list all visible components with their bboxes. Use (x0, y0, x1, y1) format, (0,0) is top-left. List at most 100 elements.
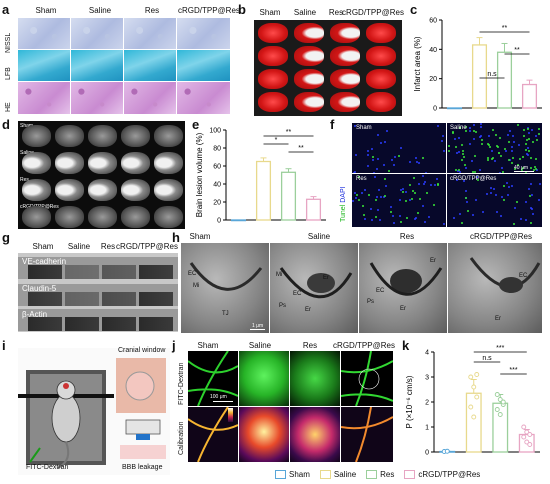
ttc-slice (294, 46, 324, 66)
dapi-dot (405, 191, 408, 194)
panel-j-vessels-fitc-sham (188, 351, 238, 406)
data-point (474, 372, 480, 377)
tunel-dot (437, 184, 440, 187)
ttc-slice (258, 23, 288, 43)
tunel-dot (496, 146, 499, 149)
dapi-dot (399, 147, 402, 150)
tunel-dot (375, 198, 378, 201)
data-point (521, 424, 527, 430)
panel-i-schematic-box (18, 348, 170, 475)
y-axis-label: Infarct area (%) (413, 36, 422, 91)
tunel-dot (462, 156, 465, 159)
bar-Saline (255, 160, 272, 221)
tunel-dot (397, 155, 400, 158)
ttc-slice (366, 92, 396, 112)
dapi-dot (490, 150, 493, 153)
tunel-dot (508, 140, 511, 143)
tunel-dot (535, 168, 538, 171)
panel-j-colorbar (228, 408, 233, 422)
panel-h-label-tj: TJ (222, 311, 229, 317)
panel-label-k: k (402, 338, 410, 353)
mri-slice (154, 206, 183, 228)
panel-g-header-res: Res (100, 242, 116, 251)
mri-slice (121, 179, 150, 201)
panel-h-header-res: Res (399, 232, 415, 241)
tunel-dot (355, 194, 358, 197)
panel-a-nissl-saline (71, 18, 123, 49)
significance-label: n.s (487, 71, 497, 78)
data-point (497, 412, 503, 417)
tunel-dot (419, 197, 422, 200)
tunel-dot (522, 166, 525, 169)
panel-f-saline (447, 123, 542, 173)
blot-band (65, 317, 99, 331)
panel-a-lfb-sham (18, 50, 70, 81)
blot-band (139, 265, 173, 279)
dapi-dot (458, 170, 461, 173)
panel-label-f: f (330, 117, 335, 132)
bar-Sham (230, 219, 247, 222)
panel-h-cell-saline (307, 273, 335, 293)
mri-slice (154, 152, 183, 174)
dapi-dot (418, 183, 421, 186)
dapi-dot (472, 138, 475, 141)
mri-slice (55, 206, 84, 228)
panel-a-row-lfb: LFB (5, 67, 12, 80)
dapi-dot (424, 181, 427, 184)
legend-item: Sham (275, 470, 310, 479)
dapi-dot (479, 168, 482, 171)
tunel-dot (528, 194, 531, 197)
dapi-dot (466, 200, 469, 203)
dapi-dot (495, 194, 498, 197)
dapi-dot (453, 216, 456, 219)
dapi-dot (473, 124, 476, 127)
panel-f-scale-text: 40 μm (514, 165, 528, 171)
dapi-dot (393, 221, 396, 224)
legend-item: Res (366, 470, 394, 479)
tunel-dot (531, 140, 534, 143)
panel-i-cranial-label: Cranial window (118, 347, 166, 354)
ttc-slice (366, 69, 396, 89)
ttc-slice (294, 92, 324, 112)
tunel-dot (372, 155, 375, 158)
mri-slice (22, 152, 51, 174)
dapi-dot (525, 218, 528, 221)
panel-j-fitc-saline (239, 351, 289, 406)
tunel-dot (401, 190, 404, 193)
tunel-dot (414, 191, 417, 194)
dapi-dot (492, 188, 495, 191)
panel-i-objective (125, 419, 161, 435)
mri-slice (22, 179, 51, 201)
dapi-dot (496, 211, 499, 214)
legend-label: cRGD/TPP@Res (418, 470, 481, 479)
dapi-dot (372, 159, 375, 162)
dapi-dot (527, 154, 530, 157)
dapi-dot (442, 223, 445, 226)
panel-b-header-res: Res (328, 8, 344, 17)
y-tick-label: 3 (425, 375, 429, 382)
dapi-dot (427, 216, 430, 219)
tunel-dot (411, 189, 414, 192)
dapi-dot (453, 137, 456, 140)
blot-band (65, 265, 99, 279)
significance-label: n.s (482, 355, 492, 362)
significance-label: * (275, 137, 278, 144)
panel-i-tail (57, 441, 70, 469)
blot-band (139, 292, 173, 306)
dapi-dot (535, 134, 538, 137)
dapi-dot (374, 175, 377, 178)
y-tick-label: 40 (429, 47, 437, 54)
dapi-dot (354, 197, 357, 200)
panel-h-label-ps-2: Ps (367, 299, 375, 305)
tunel-dot (515, 201, 518, 204)
tunel-dot (534, 165, 537, 168)
dapi-dot (500, 215, 503, 218)
dapi-dot (364, 217, 367, 220)
data-point (524, 429, 530, 435)
dapi-dot (486, 193, 489, 196)
dapi-dot (423, 221, 426, 224)
dapi-dot (371, 148, 374, 151)
dapi-dot (375, 196, 378, 199)
